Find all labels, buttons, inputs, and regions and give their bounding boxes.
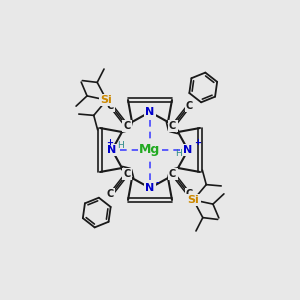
Text: +: +: [106, 138, 113, 147]
Text: H: H: [118, 142, 124, 151]
Text: Si: Si: [188, 195, 199, 205]
Text: N: N: [107, 145, 117, 155]
Text: C: C: [169, 169, 176, 179]
Text: N: N: [183, 145, 193, 155]
Text: +: +: [194, 138, 201, 147]
Text: Si: Si: [101, 95, 112, 105]
Text: C: C: [169, 121, 176, 131]
Text: C: C: [107, 101, 114, 111]
Text: C: C: [107, 189, 114, 199]
Text: N: N: [146, 183, 154, 193]
Text: C: C: [186, 189, 193, 199]
Text: -: -: [156, 179, 160, 188]
Text: H: H: [176, 149, 182, 158]
Text: C: C: [124, 121, 131, 131]
Text: C: C: [124, 169, 131, 179]
Text: Mg: Mg: [140, 143, 160, 157]
Text: N: N: [146, 107, 154, 117]
Text: C: C: [186, 101, 193, 111]
